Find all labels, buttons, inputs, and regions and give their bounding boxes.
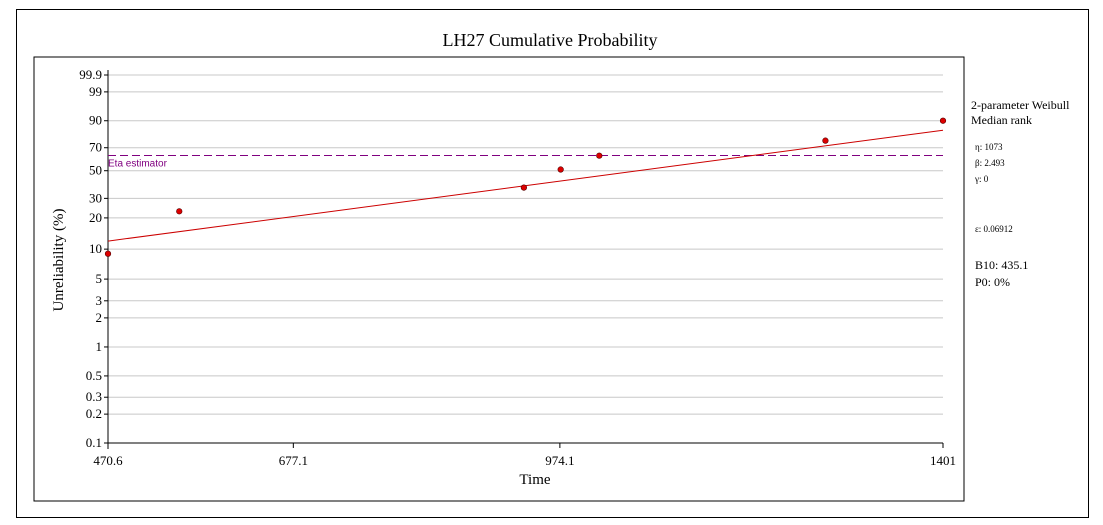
y-tick-label: 20 — [89, 210, 102, 225]
y-tick-label: 10 — [89, 241, 102, 256]
x-axis-title: Time — [519, 472, 550, 488]
y-tick-label: 90 — [89, 113, 102, 128]
chart-title: LH27 Cumulative Probability — [443, 30, 658, 50]
axes: 0.1 0.2 0.3 0.5 1 2 3 5 10 20 30 50 70 90 99 99.9 470.6 6… — [79, 67, 956, 468]
eta-value: η: 1073 — [975, 142, 1003, 152]
y-tick-label: 30 — [89, 190, 102, 205]
y-tick-label: 0.3 — [86, 389, 102, 404]
y-tick-label: 99 — [89, 84, 102, 99]
y-tick-label: 50 — [89, 163, 102, 178]
grid-lines — [108, 74, 943, 444]
eta-reference-layer: Eta estimator — [108, 154, 943, 169]
y-tick-label: 0.2 — [86, 406, 102, 421]
method-label: Median rank — [971, 113, 1032, 127]
data-point — [557, 166, 564, 173]
chart-outer-frame — [16, 9, 1089, 518]
x-tick-label: 677.1 — [279, 453, 308, 468]
y-tick-label: 70 — [89, 140, 102, 155]
y-tick-label: 99.9 — [79, 67, 102, 82]
x-tick-label: 470.6 — [93, 453, 123, 468]
y-tick-label: 0.5 — [86, 368, 102, 383]
data-points — [104, 117, 947, 257]
model-label: 2-parameter Weibull — [971, 98, 1070, 112]
data-point — [939, 117, 947, 124]
p0-value: P0: 0% — [975, 275, 1011, 289]
y-tick-label: 2 — [96, 310, 103, 325]
data-point — [176, 208, 183, 215]
beta-value: β: 2.493 — [975, 158, 1005, 168]
y-tick-label: 0.1 — [86, 435, 102, 450]
x-tick-label: 1401 — [930, 453, 956, 468]
x-tick-label: 974.1 — [545, 453, 574, 468]
data-point — [822, 137, 829, 144]
plot-area-frame — [33, 56, 965, 502]
data-point — [520, 184, 527, 191]
b10-value: B10: 435.1 — [975, 258, 1029, 272]
gamma-value: γ: 0 — [975, 174, 989, 184]
y-tick-label: 3 — [96, 293, 103, 308]
y-tick-label: 1 — [96, 339, 103, 354]
y-tick-label: 5 — [96, 271, 103, 286]
y-axis-title: Unreliability (%) — [51, 209, 67, 312]
rho-value: ε: 0.06912 — [975, 224, 1013, 234]
data-point — [596, 152, 603, 159]
data-point — [104, 250, 112, 257]
eta-estimator-label: Eta estimator — [108, 158, 168, 169]
